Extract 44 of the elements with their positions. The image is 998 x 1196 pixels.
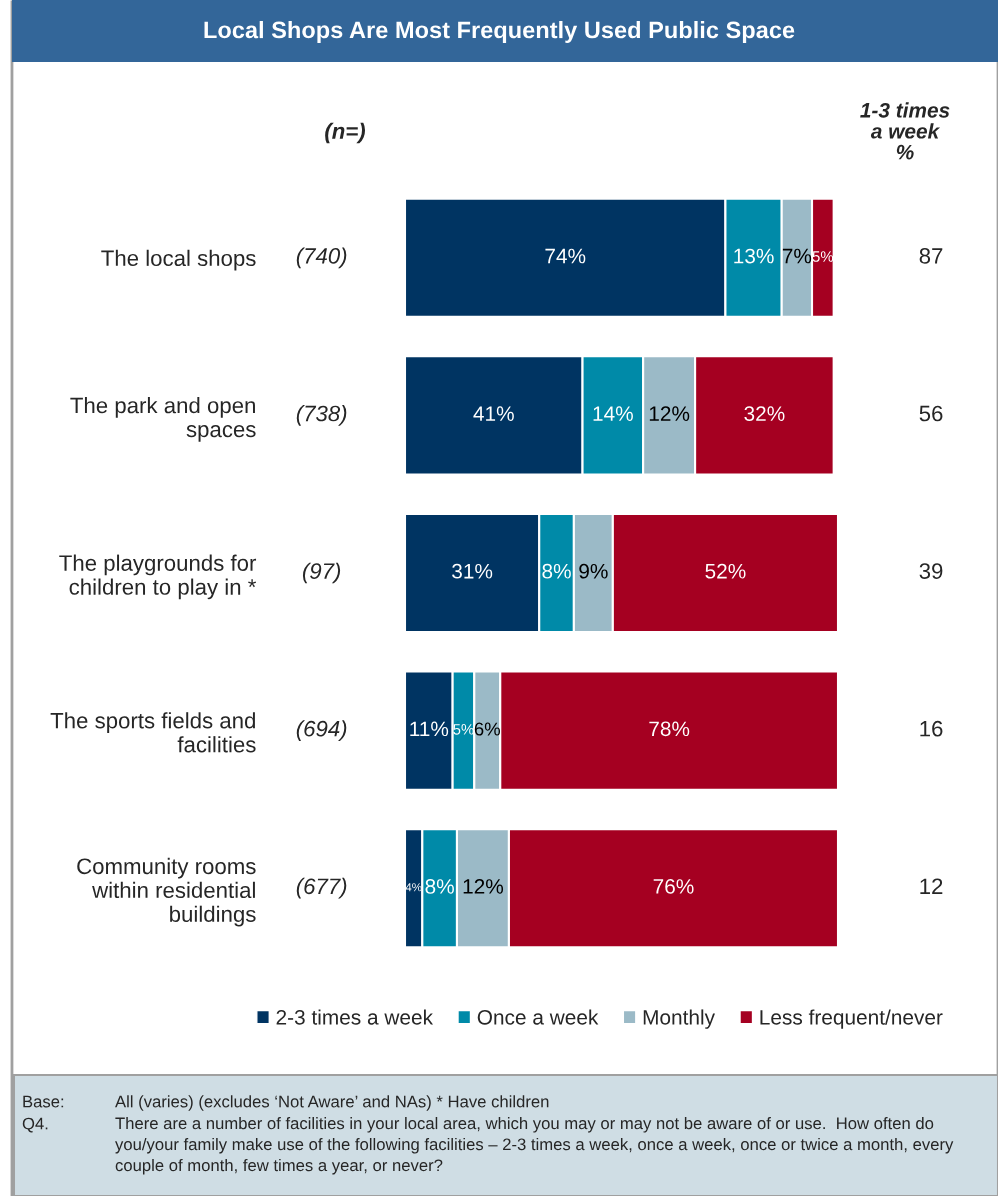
text: 16 <box>920 720 943 737</box>
text: All (varies) (excludes ‘Not Aware’ and NAs) * Have children <box>115 1095 549 1111</box>
data-label: 7% <box>782 248 812 264</box>
y-tick-label: The park and open spaces <box>70 396 256 442</box>
legend-label: Once a week <box>477 1009 599 1025</box>
data-label: 5% <box>812 251 834 262</box>
data-label: 13% <box>734 248 774 264</box>
data-label: 8% <box>542 563 571 579</box>
data-label: 74% <box>545 248 586 264</box>
y-tick-label: The playgrounds for children to play in * <box>59 554 257 600</box>
text: 87 <box>919 248 943 264</box>
y-tick-label: Community rooms within residential buildings <box>77 857 256 927</box>
data-label: 78% <box>649 721 690 737</box>
text: (97) <box>302 562 341 584</box>
data-label: 11% <box>410 721 449 737</box>
data-label: 12% <box>463 879 504 894</box>
data-label: 32% <box>744 406 785 421</box>
text: (n=) <box>325 122 366 144</box>
text: 56 <box>919 405 943 422</box>
text: 39 <box>919 563 943 579</box>
data-label: 9% <box>579 563 608 579</box>
data-label: 6% <box>474 722 500 736</box>
text: 1-3 times a week % <box>860 102 950 160</box>
text: (740) <box>296 247 347 269</box>
text: (738) <box>296 405 347 426</box>
legend-label: Less frequent/never <box>760 1009 943 1029</box>
data-label: 14% <box>593 406 633 421</box>
data-label: 8% <box>425 879 454 894</box>
y-tick-label: The sports fields and facilities <box>50 712 256 753</box>
text: Q4. <box>22 1117 48 1133</box>
text: (677) <box>296 877 347 899</box>
y-tick-label: The local shops <box>101 249 256 271</box>
legend-label: 2-3 times a week <box>276 1009 434 1025</box>
data-label: 12% <box>649 406 690 421</box>
data-label: 31% <box>452 563 493 579</box>
chart-title: Local Shops Are Most Frequently Used Public Space <box>204 21 795 43</box>
data-label: 76% <box>653 879 694 894</box>
data-label: 41% <box>473 406 514 421</box>
text: 12 <box>920 878 943 894</box>
text: There are a number of facilities in your local area, which you may or may not be aware of or use. How often do you/your family make use of the following facilities – 2-3 times a week, once a week, once or twice a month, every couple of month, few times a year, or never? <box>115 1117 954 1175</box>
data-label: 52% <box>705 563 746 579</box>
text: Base: <box>23 1095 64 1108</box>
legend-label: Monthly <box>643 1009 715 1029</box>
text: (694) <box>296 720 347 741</box>
